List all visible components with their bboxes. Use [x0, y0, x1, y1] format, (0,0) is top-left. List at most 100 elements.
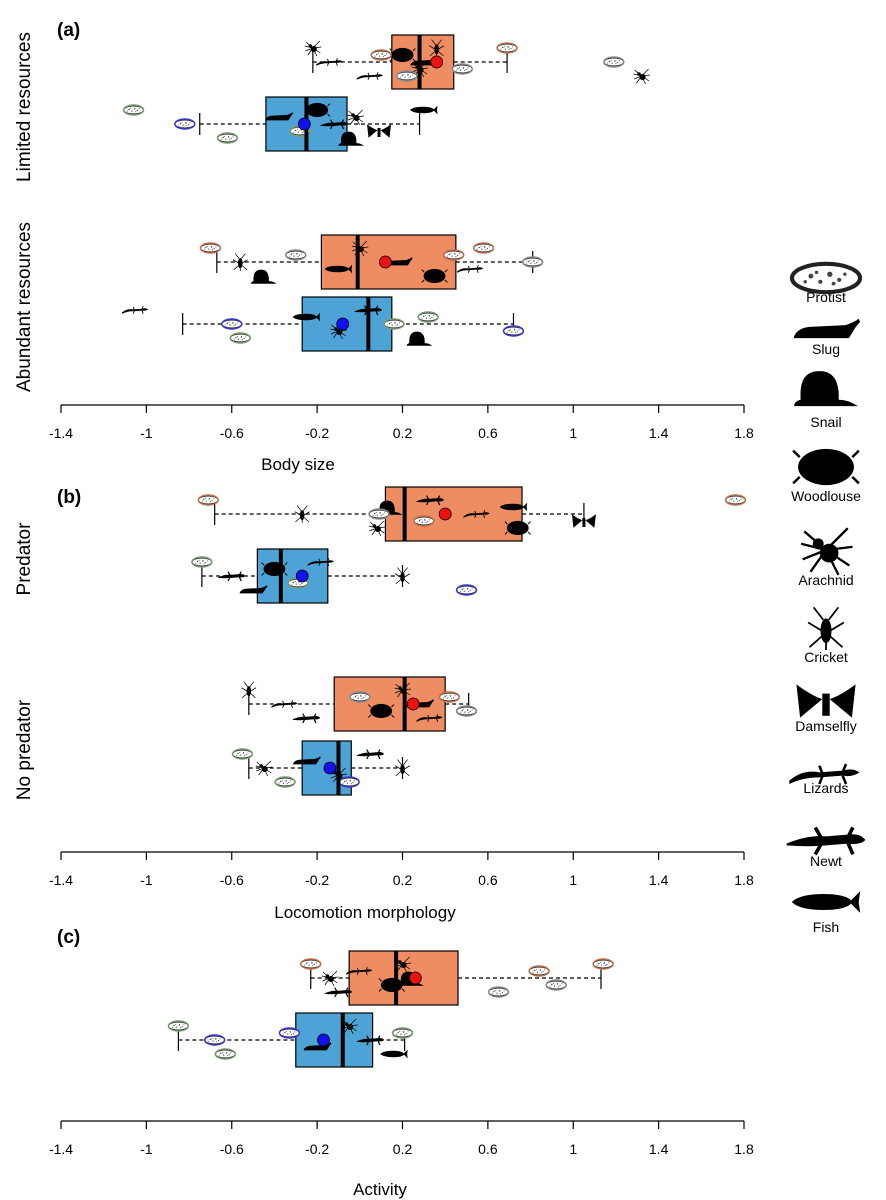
tick-label: 0.2 [393, 1141, 413, 1157]
x-axis-title: Body size [261, 455, 335, 474]
damselfly-icon [796, 684, 855, 717]
legend-label: Cricket [804, 649, 848, 665]
mean-dot [431, 56, 443, 68]
legend-label: Protist [806, 289, 846, 305]
legend-label: Newt [810, 853, 842, 869]
legend-label: Damselfly [795, 718, 856, 734]
tick-label: 1.8 [734, 1141, 754, 1157]
legend-item: Lizards [789, 764, 859, 796]
x-axis-title: Activity [353, 1180, 407, 1199]
protist-icon [792, 264, 860, 292]
lizard-point [271, 700, 297, 708]
x-axis: -1.4 -1 -0.6 -0.2 0.2 0.6 1 1.4 1.8 [49, 852, 754, 888]
tick-label: -1.4 [49, 1141, 73, 1157]
mean-dot [409, 972, 421, 984]
x-axis: -1.4 -1 -0.6 -0.2 0.2 0.6 1 1.4 1.8 [49, 1121, 754, 1157]
arachnid-icon [801, 528, 852, 575]
group-label: Limited resources [14, 32, 35, 182]
tick-label: 0.2 [393, 872, 413, 888]
mean-dot [298, 118, 310, 130]
tick-label: 1.8 [734, 872, 754, 888]
lizard-point [457, 265, 483, 273]
tick-label: -1.4 [49, 872, 73, 888]
panel-a: (a) Limited resources Abundant resources -1… [14, 20, 754, 474]
panel-letter: (a) [57, 20, 80, 41]
newt-point [357, 750, 385, 759]
box-treatment [242, 677, 477, 731]
fish-icon [792, 891, 860, 913]
mean-dot [407, 698, 419, 710]
tick-label: 0.6 [478, 1141, 498, 1157]
tick-label: -0.2 [305, 872, 329, 888]
box-control [192, 549, 477, 603]
legend: Protist Slug Snail Woodlouse Arachnid Cricket… [787, 264, 866, 935]
woodlouse-icon [793, 449, 859, 485]
tick-label: -0.6 [220, 1141, 244, 1157]
snail-icon [794, 371, 858, 406]
panel-letter: (b) [57, 487, 81, 508]
lizard-point [122, 306, 148, 314]
snail-point [407, 332, 433, 346]
mean-dot [296, 570, 308, 582]
mean-dot [379, 256, 391, 268]
tick-label: -0.2 [305, 1141, 329, 1157]
panel-c: (c)-1.4 -1 -0.6 -0.2 0.2 0.6 1 1.4 1.8Activity [49, 927, 754, 1199]
legend-label: Lizards [803, 780, 848, 796]
legend-label: Arachnid [798, 572, 853, 588]
mean-dot [337, 318, 349, 330]
group-label: Predator [14, 522, 35, 596]
tick-label: -1 [140, 425, 153, 441]
cricket-icon [808, 607, 844, 650]
tick-label: 1.4 [649, 1141, 669, 1157]
arachnid-point [348, 110, 365, 125]
tick-label: 0.6 [478, 872, 498, 888]
tick-label: -1 [140, 1141, 153, 1157]
tick-label: -1 [140, 872, 153, 888]
tick-label: -0.2 [305, 425, 329, 441]
box-control [124, 97, 438, 151]
legend-label: Snail [810, 414, 841, 430]
box-iqr [257, 549, 327, 603]
tick-label: 1 [569, 872, 577, 888]
panel-b: (b) Predator No predator -1.4 -1 -0.6 -0.2 0.2 0… [14, 487, 754, 922]
arachnid-point [369, 521, 386, 536]
mean-dot [318, 1034, 330, 1046]
tick-label: 1.4 [649, 425, 669, 441]
legend-label: Woodlouse [791, 488, 861, 504]
mean-dot [439, 508, 451, 520]
tick-label: -1.4 [49, 425, 73, 441]
damselfly-point [367, 124, 391, 138]
legend-item: Snail [794, 371, 858, 430]
lizard-point [357, 72, 383, 80]
tick-label: -0.6 [220, 425, 244, 441]
fish-point [410, 106, 438, 115]
legend-label: Fish [813, 919, 839, 935]
arachnid-point [322, 971, 339, 986]
legend-item: Newt [787, 827, 866, 869]
tick-label: 1 [569, 1141, 577, 1157]
x-axis-title: Locomotion morphology [274, 903, 456, 922]
tick-label: -0.6 [220, 872, 244, 888]
group-label: No predator [14, 699, 35, 800]
tick-label: 1 [569, 425, 577, 441]
box-treatment [200, 235, 542, 289]
legend-item: Damselfly [795, 684, 856, 734]
legend-item: Fish [792, 891, 860, 935]
newt-point [218, 572, 246, 581]
legend-item: Cricket [804, 607, 848, 665]
box-treatment [305, 35, 650, 89]
arachnid-point [634, 69, 651, 84]
box-control [168, 1013, 412, 1067]
x-axis: -1.4 -1 -0.6 -0.2 0.2 0.6 1 1.4 1.8 [49, 405, 754, 441]
tick-label: 1.8 [734, 425, 754, 441]
snail-point [251, 270, 277, 284]
legend-item: Protist [792, 264, 860, 305]
box-treatment [301, 951, 613, 1005]
tick-label: 0.6 [478, 425, 498, 441]
fish-point [380, 1050, 408, 1059]
tick-label: 0.2 [393, 425, 413, 441]
legend-item: Arachnid [798, 528, 853, 588]
box-control [122, 297, 524, 351]
legend-item: Slug [794, 319, 861, 357]
box-control [232, 741, 409, 795]
